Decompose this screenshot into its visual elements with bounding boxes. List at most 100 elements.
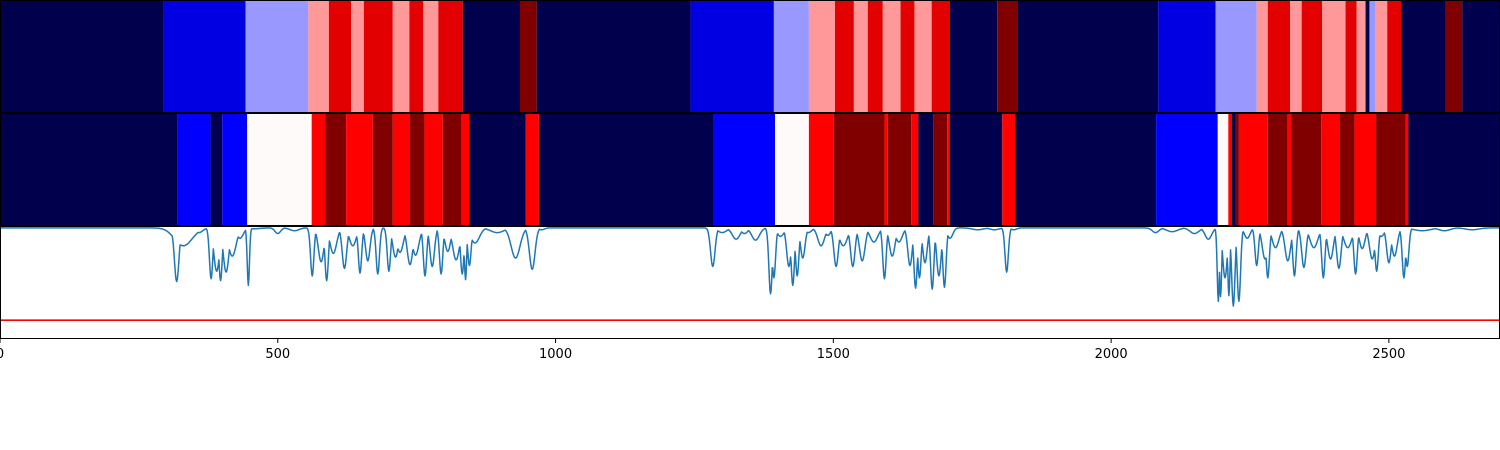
heatmap-segment [1156,113,1218,226]
heatmap-segment [808,0,835,113]
heatmap-segment [950,113,1003,226]
heatmap-panel-top [0,0,1500,113]
heatmap-segment [372,113,393,226]
heatmap-segment [1291,113,1322,226]
heatmap-segment [835,0,854,113]
heatmap-segment [1017,0,1159,113]
heatmap-segment [424,113,443,226]
heatmap-segment [1321,113,1340,226]
heatmap-segment [462,0,520,113]
heatmap-segment [833,113,885,226]
heatmap-segment [911,113,919,226]
x-tick-label: 1500 [817,347,850,362]
heatmap-segment [461,113,470,226]
heatmap-segment [351,0,364,113]
heatmap-segment [1235,113,1239,226]
heatmap-segment [325,113,347,226]
x-tick-label: 0 [0,347,4,362]
heatmap-segment [1215,0,1257,113]
heatmap-segment [1238,113,1268,226]
heatmap-segment [1267,0,1290,113]
x-axis: 0 500 1000 1500 2000 2500 [0,339,1405,362]
heatmap-segment [409,0,424,113]
x-tick-label: 2500 [1372,347,1405,362]
heatmap-segment [536,0,691,113]
heatmap-segment [1375,0,1388,113]
heatmap-segment [1405,113,1409,226]
heatmap-segment [222,113,248,226]
heatmap-panel-middle [0,113,1500,226]
heatmap-segment [0,0,164,113]
heatmap-segment [853,0,868,113]
x-tick-label: 500 [265,347,290,362]
heatmap-segment [1354,113,1377,226]
heatmap-segment [947,113,950,226]
heatmap-segment [950,0,998,113]
heatmap-segment [914,0,932,113]
x-tick-label: 2000 [1095,347,1128,362]
heatmap-segment [1015,113,1157,226]
heatmap-segment [1217,113,1229,226]
heatmap-segment [520,0,537,113]
heatmap-segment [442,113,462,226]
heatmap-segment [538,113,714,226]
heatmap-segment [1401,0,1446,113]
heatmap-segment [1228,113,1232,226]
heatmap-segment [0,113,178,226]
heatmap-segment [1322,0,1346,113]
heatmap-segment [1408,113,1500,226]
heatmap-segment [1445,0,1463,113]
heatmap-segment [1002,113,1015,226]
heatmap-segment [438,0,463,113]
heatmap-segment [997,0,1018,113]
heatmap-segment [410,113,425,226]
heatmap-segment [163,0,246,113]
heatmap-segment [1462,0,1500,113]
heatmap-segment [918,113,934,226]
heatmap-segment [346,113,373,226]
heatmap-segment [210,113,223,226]
heatmap-segment [884,113,888,226]
heatmap-segment [690,0,774,113]
heatmap-segment [1290,0,1302,113]
heatmap-segment [1301,0,1323,113]
heatmap-segment [308,0,329,113]
heatmap-segment [1287,113,1292,226]
heatmap-segment [773,0,809,113]
heatmap-segment [1356,0,1366,113]
heatmap-segment [469,113,526,226]
heatmap-segment [177,113,211,226]
heatmap-segment [933,113,948,226]
line-panel [0,227,1500,321]
heatmap-segment [1340,113,1355,226]
heatmap-segment [1256,0,1268,113]
heatmap-segment [392,0,410,113]
heatmap-segment [867,0,883,113]
heatmap-segment [311,113,325,226]
heatmap-segment [713,113,775,226]
heatmap-segment [808,113,834,226]
heatmap-segment [1158,0,1216,113]
heatmap-segment [887,113,912,226]
heatmap-segment [423,0,439,113]
heatmap-segment [1376,113,1406,226]
heatmap-segment [328,0,352,113]
heatmap-segment [1345,0,1357,113]
heatmap-segment [392,113,410,226]
heatmap-segment [247,113,312,226]
heatmap-segment [1267,113,1288,226]
heatmap-segment [900,0,915,113]
heatmap-segment [931,0,950,113]
heatmap-segment [363,0,393,113]
x-tick-label: 1000 [539,347,572,362]
heatmap-segment [1387,0,1402,113]
heatmap-segment [525,113,539,226]
heatmap-segment [775,113,809,226]
heatmap-segment [1231,113,1236,226]
heatmap-segment [1369,0,1375,113]
series-line [0,227,1500,307]
heatmap-segment [882,0,901,113]
heatmap-segment [245,0,309,113]
heatmap-segment [1365,0,1370,113]
